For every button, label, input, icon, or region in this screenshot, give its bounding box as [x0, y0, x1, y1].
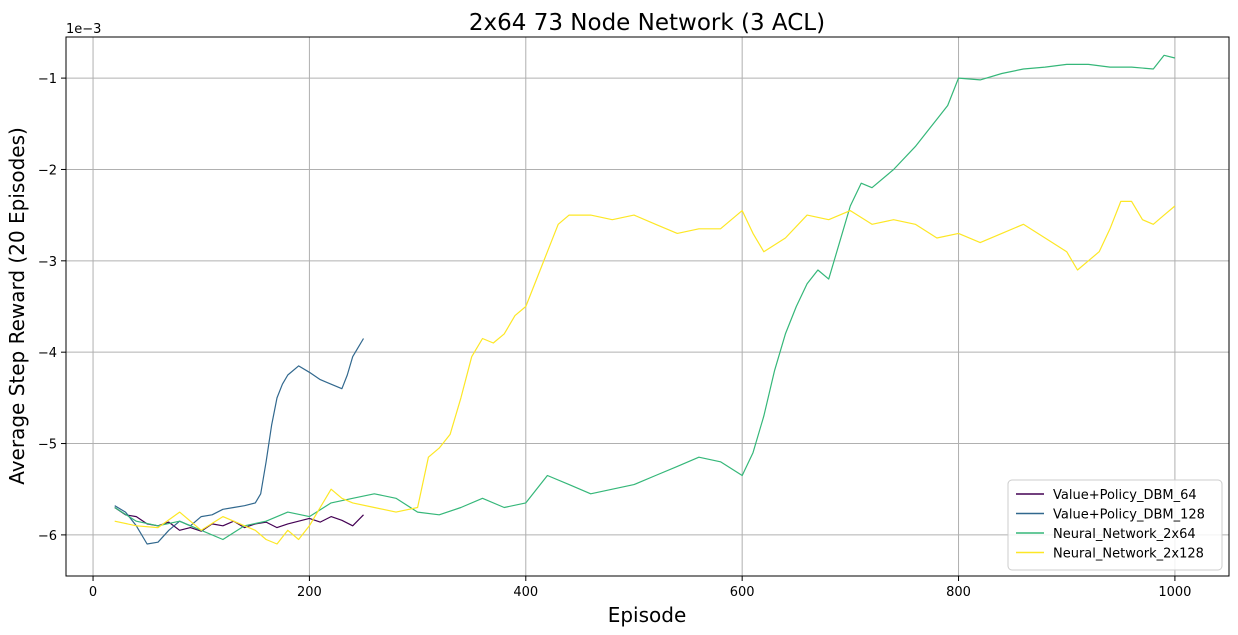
y-scale-label: 1e−3 [66, 22, 101, 37]
y-tick-label: −6 [38, 529, 57, 544]
x-tick-label: 0 [89, 585, 97, 600]
y-tick-label: −2 [38, 163, 57, 178]
legend-label: Value+Policy_DBM_128 [1053, 508, 1205, 523]
series-line-2 [114, 54, 1176, 541]
axis-ticks: 0 200 400 600 800 1000 −6 −5 −4 −3 −2 −1 [38, 72, 1192, 600]
x-tick-label: 200 [297, 585, 322, 600]
plot-frame [65, 36, 1230, 577]
x-tick-label: 1000 [1158, 585, 1191, 600]
legend-box [1007, 479, 1223, 571]
y-axis-label: Average Step Reward (20 Episodes) [5, 127, 29, 485]
legend-label: Value+Policy_DBM_64 [1053, 488, 1197, 503]
x-axis-label: Episode [608, 603, 687, 627]
series-layer [114, 54, 1176, 545]
series-line-3 [114, 200, 1176, 545]
x-tick-label: 400 [513, 585, 538, 600]
chart-title: 2x64 73 Node Network (3 ACL) [469, 10, 825, 36]
legend-label: Neural_Network_2x64 [1053, 527, 1196, 542]
y-tick-label: −3 [38, 255, 57, 270]
legend-label: Neural_Network_2x128 [1053, 547, 1204, 562]
x-tick-label: 600 [730, 585, 755, 600]
y-tick-label: −5 [38, 438, 57, 453]
y-tick-label: −4 [38, 346, 57, 361]
x-tick-label: 800 [946, 585, 971, 600]
series-line-1 [114, 338, 365, 545]
y-tick-label: −1 [38, 72, 57, 87]
legend: Value+Policy_DBM_64 Value+Policy_DBM_128 N… [1007, 479, 1223, 571]
